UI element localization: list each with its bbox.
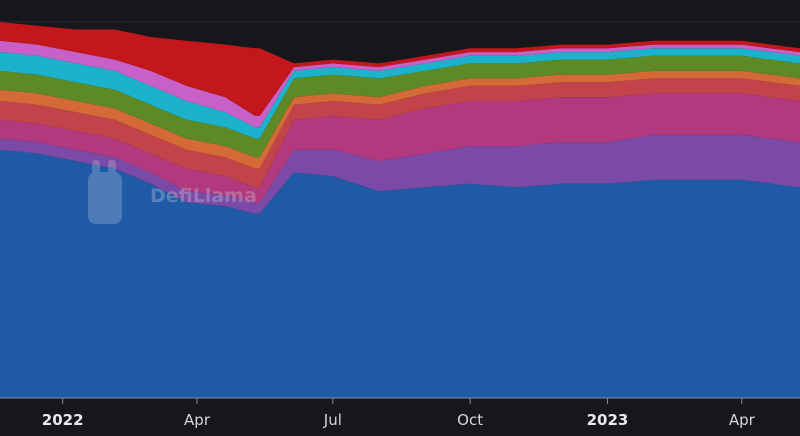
x-axis-ticks: 2022 Apr Jul Oct 2023 Apr [42, 398, 756, 429]
x-tick-label-5: 2023 [587, 411, 629, 429]
series-areas [0, 22, 800, 398]
series-area-4 [0, 78, 800, 188]
x-tick-label-1: 2022 [42, 411, 84, 429]
llama-logo-icon [88, 160, 122, 224]
x-tick-label-3: Jul [323, 411, 342, 429]
series-area-1 [0, 149, 800, 398]
watermark-text: DefiLlama [150, 185, 257, 207]
series-area-3 [0, 93, 800, 203]
x-tick-label-4: Oct [457, 411, 483, 429]
x-tick-label-6: Apr [729, 411, 756, 429]
series-area-9 [0, 22, 800, 116]
series-area-6 [0, 55, 800, 158]
series-area-8 [0, 40, 800, 128]
series-area-7 [0, 48, 800, 139]
series-area-2 [0, 134, 800, 214]
x-tick-label-2: Apr [184, 411, 211, 429]
series-area-5 [0, 70, 800, 169]
watermark: DefiLlama [88, 160, 257, 224]
